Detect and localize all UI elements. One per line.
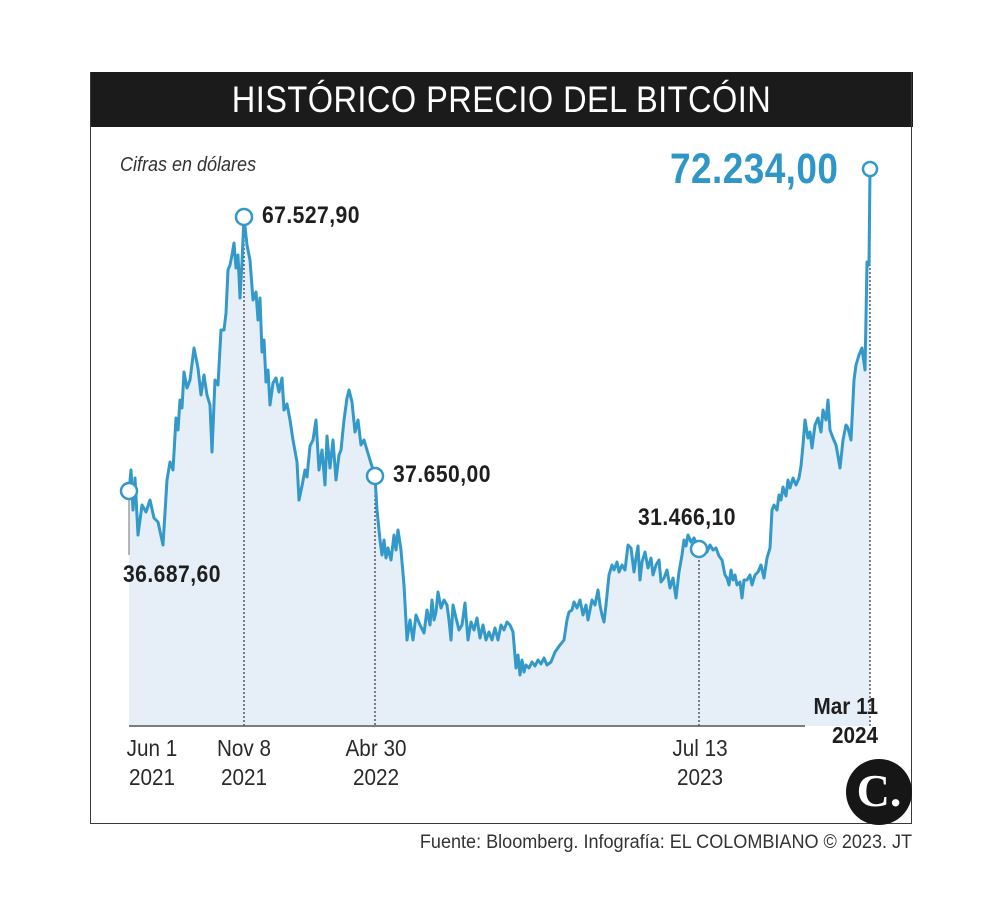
marker-jul2023 — [689, 539, 709, 559]
x-tick-nov2021: Nov 8 2021 — [216, 735, 272, 790]
latest-price-label: 72.234,00 — [670, 145, 839, 193]
chart-title-bar: HISTÓRICO PRECIO DEL BITCÓIN — [90, 72, 913, 127]
marker-start — [119, 481, 139, 501]
el-colombiano-logo: C. — [846, 759, 912, 825]
x-tick-jul2023: Jul 13 2023 — [672, 735, 728, 790]
chart-frame — [90, 72, 912, 824]
marker-apr2022 — [365, 466, 385, 486]
jul2023-value-label: 31.466,10 — [638, 504, 736, 531]
source-credit: Fuente: Bloomberg. Infografía: EL COLOMB… — [419, 832, 912, 853]
x-tick-apr2022: Abr 30 2022 — [345, 735, 407, 790]
apr2022-value-label: 37.650,00 — [393, 461, 491, 488]
marker-latest — [861, 160, 879, 178]
price-area-fill — [129, 169, 870, 726]
x-tick-mar2024: Mar 11 2024 — [813, 693, 878, 748]
x-tick-jun2021: Jun 1 2021 — [126, 735, 178, 790]
price-line — [127, 168, 872, 677]
chart-subtitle: Cifras en dólares — [120, 154, 257, 176]
peak-value-label: 67.527,90 — [262, 202, 360, 229]
chart-title: HISTÓRICO PRECIO DEL BITCÓIN — [231, 78, 772, 120]
start-value-label: 36.687,60 — [123, 561, 221, 588]
marker-peak — [234, 207, 254, 227]
